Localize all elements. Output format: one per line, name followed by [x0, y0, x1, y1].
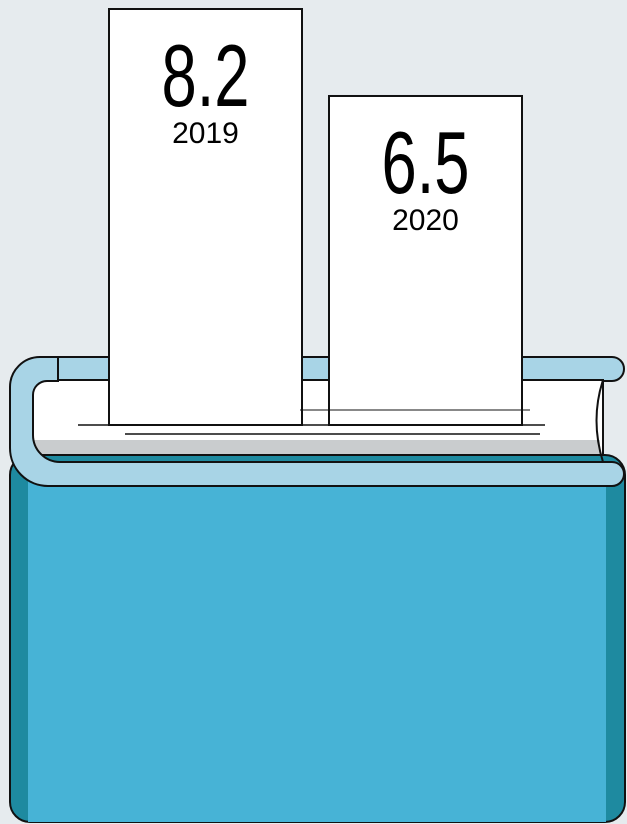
value-label: 8.2 — [161, 28, 249, 126]
category-label: 2019 — [172, 117, 239, 150]
book-front — [9, 356, 626, 823]
category-label: 2020 — [392, 204, 459, 237]
value-label: 6.5 — [381, 115, 469, 213]
bar — [108, 8, 303, 426]
